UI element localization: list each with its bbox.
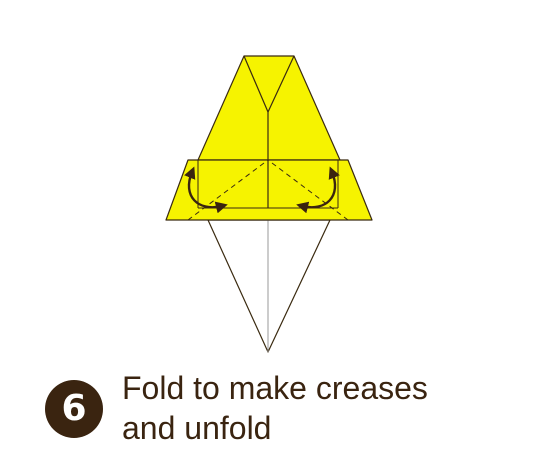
curved-fold-unfold-arrow-icon (184, 166, 228, 214)
yellow-wide-band (165, 159, 373, 221)
curved-fold-unfold-arrow-icon (296, 166, 340, 214)
yellow-top-triangle (197, 55, 341, 161)
step-number-badge: 6 (45, 380, 103, 438)
step-instruction: Fold to make creases and unfold (122, 368, 522, 448)
instruction-line-2: and unfold (122, 410, 272, 446)
instruction-line-1: Fold to make creases (122, 370, 428, 406)
dashed-fold-right (266, 159, 349, 221)
white-kite-bottom (207, 219, 331, 353)
